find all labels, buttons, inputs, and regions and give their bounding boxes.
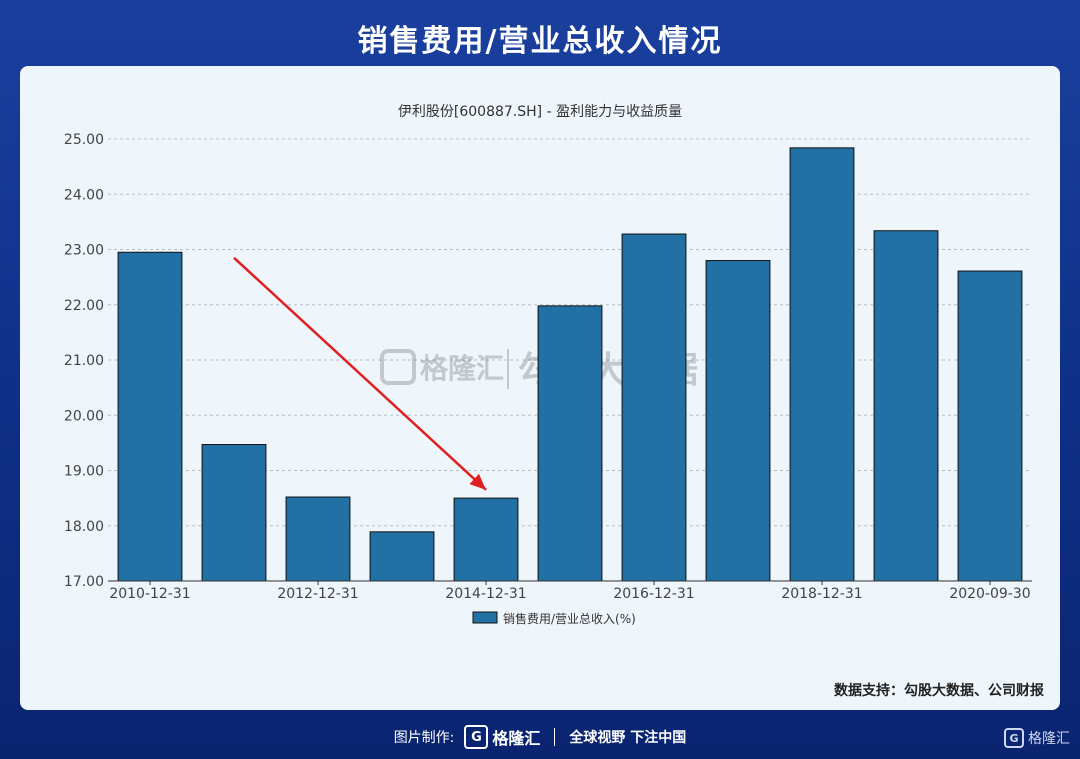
footer-credit-label: 图片制作: (393, 730, 455, 746)
corner-logo-icon: G (1004, 728, 1024, 748)
legend-label: 销售费用/营业总收入(%) (503, 611, 636, 626)
bar-2011-12-31 (201, 444, 267, 582)
legend-swatch (472, 611, 498, 624)
x-tick-label: 2014-12-31 (445, 586, 526, 602)
footer-slogan: 全球视野 下注中国 (569, 730, 687, 746)
chart-title: 伊利股份[600887.SH] - 盈利能力与收益质量 (398, 104, 682, 120)
footer-divider (554, 728, 556, 746)
bar-2012-12-31 (285, 496, 351, 582)
chart-card: 伊利股份[600887.SH] - 盈利能力与收益质量 17.00 18.00 19.… (20, 66, 1060, 710)
bar-2015-12-31 (537, 305, 603, 582)
x-tick-label: 2010-12-31 (109, 586, 190, 602)
y-tick-label: 23.00 (64, 243, 104, 259)
x-tick-label: 2016-12-31 (613, 586, 694, 602)
x-tick-label: 2020-09-30 (949, 586, 1030, 602)
source-note: 数据支持：勾股大数据、公司财报 (834, 683, 1044, 699)
x-tick-label: 2012-12-31 (277, 586, 358, 602)
bar-2016-12-31 (621, 233, 687, 582)
bar-2019-12-31 (873, 230, 939, 582)
corner-logo: G 格隆汇 (1004, 728, 1070, 748)
y-tick-label: 20.00 (64, 408, 104, 424)
y-tick-label: 24.00 (64, 187, 104, 203)
y-tick-label: 21.00 (64, 353, 104, 369)
bar-2020-09-30 (957, 270, 1023, 582)
y-tick-label: 17.00 (64, 574, 104, 590)
bar-2018-12-31 (789, 147, 855, 582)
page-title: 销售费用/营业总收入情况 (357, 24, 723, 59)
corner-brand: 格隆汇 (1028, 731, 1070, 747)
trend-arrow-head (469, 473, 486, 490)
x-tick-label: 2018-12-31 (781, 586, 862, 602)
bar-2010-12-31 (117, 251, 183, 582)
footer-brand: 格隆汇 (492, 729, 541, 748)
y-tick-label: 18.00 (64, 519, 104, 535)
bar-2014-12-31 (453, 497, 519, 582)
bar-chart: 伊利股份[600887.SH] - 盈利能力与收益质量 17.00 18.00 19.… (64, 104, 1032, 626)
bar-2013-12-31 (369, 531, 435, 582)
y-tick-label: 22.00 (64, 298, 104, 314)
watermark-logo-icon (380, 349, 416, 385)
watermark-brand: 格隆汇 (420, 352, 504, 385)
y-tick-label: 25.00 (64, 132, 104, 148)
footer: 图片制作: G 格隆汇 全球视野 下注中国 (0, 722, 1080, 752)
brand-logo-icon: G (464, 725, 489, 749)
y-tick-label: 19.00 (64, 464, 104, 480)
trend-arrow-line (233, 256, 487, 491)
bar-2017-12-31 (705, 260, 771, 582)
